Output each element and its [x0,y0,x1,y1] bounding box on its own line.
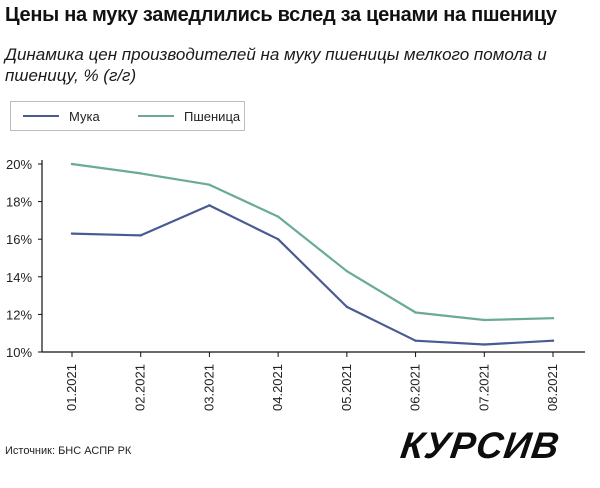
data-point-flour [414,339,417,342]
data-point-flour [551,339,555,342]
data-point-flour [208,204,211,207]
x-tick-label: 03.2021 [201,364,216,411]
data-point-wheat [70,162,74,166]
legend-label-flour: Мука [69,108,100,124]
x-tick-label: 06.2021 [408,364,423,411]
data-point-wheat [414,311,417,314]
data-point-wheat [551,316,555,320]
legend-label-wheat: Пшеница [184,108,241,124]
kursiv-logo: КУРСИВ [398,425,563,466]
legend-item-flour: Мука [23,102,100,130]
data-point-wheat [345,269,349,273]
data-point-flour [345,305,349,309]
source-note: Источник: БНС АСПР РК [5,445,132,457]
data-point-flour [276,238,280,241]
legend-swatch-wheat [138,115,174,117]
y-tick-label: 10% [6,345,32,360]
x-tick-label: 07.2021 [476,364,491,411]
series-line-flour [70,204,555,346]
data-point-wheat [276,215,280,218]
x-tick-label: 04.2021 [270,364,285,411]
chart-subtitle: Динамика цен производителей на муку пшен… [5,45,547,85]
y-tick-label: 16% [6,232,32,247]
x-tick-label: 01.2021 [64,364,79,411]
data-point-wheat [139,172,142,175]
data-point-wheat [483,318,486,322]
legend-item-wheat: Пшеница [138,102,240,130]
series-line-wheat [70,162,555,322]
x-tick-label: 08.2021 [545,364,560,411]
chart-title: Цены на муку замедлились вслед за ценами… [5,4,557,26]
y-tick-label: 20% [6,157,32,172]
x-tick-label: 02.2021 [133,364,148,411]
y-tick-label: 14% [6,270,32,285]
legend: Мука Пшеница [10,101,245,131]
data-point-flour [483,343,486,346]
data-point-flour [70,232,74,235]
y-tick-label: 12% [6,307,32,322]
data-point-wheat [208,183,211,186]
data-point-flour [139,234,142,237]
x-tick-label: 05.2021 [339,364,354,411]
y-tick-label: 18% [6,195,32,210]
legend-swatch-flour [23,115,59,117]
